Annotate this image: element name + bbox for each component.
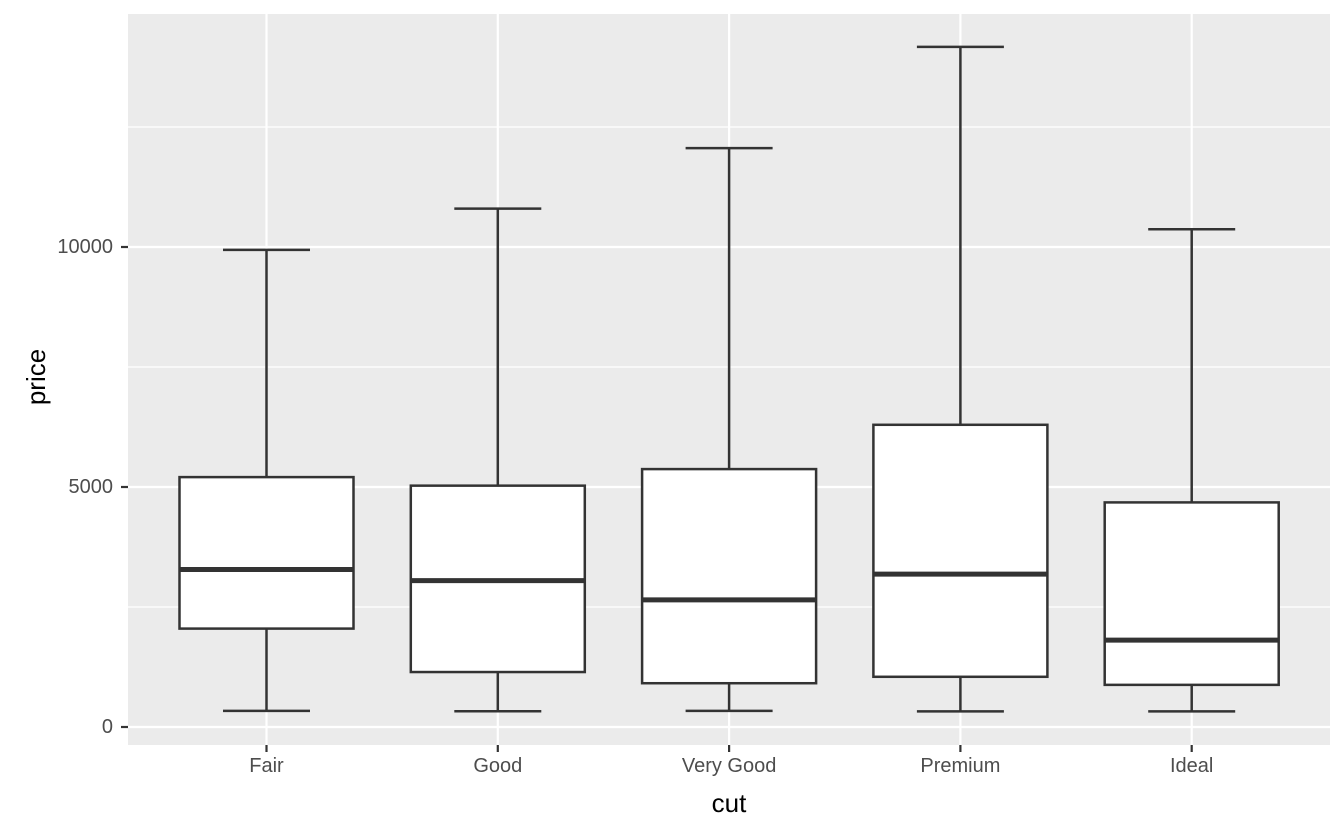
y-tick-label-0: 0 [102,716,113,738]
y-tick-label-10000: 10000 [57,236,113,258]
x-axis-title: cut [711,788,747,818]
x-tick-label-ideal: Ideal [1170,755,1213,777]
y-axis-title: price [21,348,51,406]
x-tick-label-premium: Premium [920,755,1000,777]
x-tick-label-good: Good [473,755,522,777]
box-ideal [1103,501,1280,687]
x-tick-label-fair: Fair [249,755,284,777]
box-very-good [640,467,818,685]
box-fair [178,475,355,630]
x-tick-label-very-good: Very Good [682,755,777,777]
box-premium [872,423,1049,679]
y-tick-label-5000: 5000 [69,476,114,498]
